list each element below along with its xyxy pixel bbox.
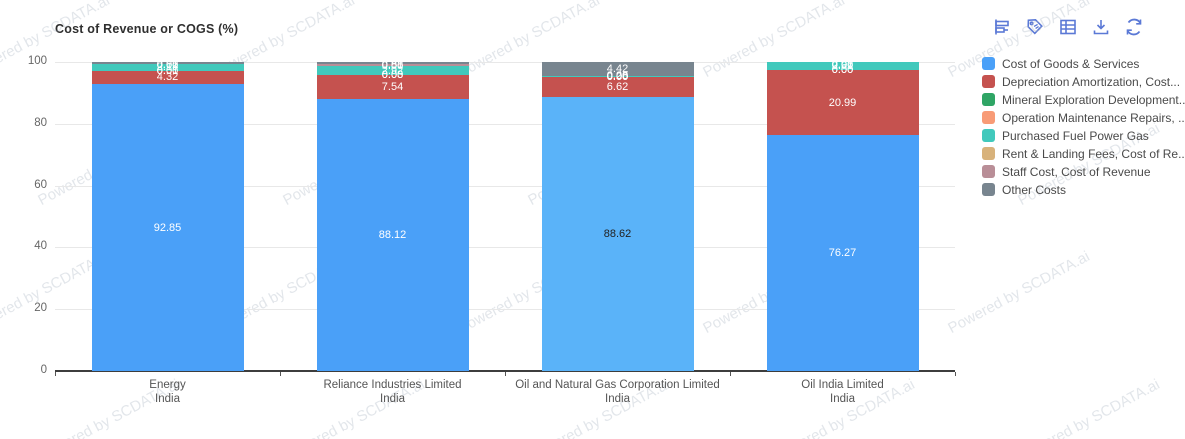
download-icon[interactable] bbox=[1090, 16, 1112, 38]
chart-toolbar bbox=[991, 16, 1145, 38]
legend-swatch bbox=[982, 165, 995, 178]
x-axis-tick bbox=[280, 372, 281, 376]
legend-label: Mineral Exploration Development... bbox=[1002, 92, 1185, 107]
gridline bbox=[55, 247, 955, 249]
chart-legend: Cost of Goods & Services Depreciation Amo… bbox=[982, 57, 1185, 201]
x-axis-tick bbox=[955, 372, 956, 376]
legend-swatch bbox=[982, 183, 995, 196]
bar-segment[interactable] bbox=[766, 70, 919, 136]
bar-segment[interactable] bbox=[766, 135, 919, 371]
bar-segment[interactable] bbox=[541, 76, 694, 98]
x-axis-tick bbox=[55, 372, 56, 376]
legend-item[interactable]: Purchased Fuel Power Gas bbox=[982, 128, 1185, 143]
legend-item[interactable]: Staff Cost, Cost of Revenue bbox=[982, 164, 1185, 179]
bar-segment[interactable] bbox=[91, 70, 244, 85]
chart-title: Cost of Revenue or COGS (%) bbox=[55, 22, 239, 36]
legend-item[interactable]: Other Costs bbox=[982, 182, 1185, 197]
refresh-icon[interactable] bbox=[1123, 16, 1145, 38]
x-axis-category-label: Reliance Industries Limited India bbox=[323, 379, 462, 405]
bar-chart-icon[interactable] bbox=[991, 16, 1013, 38]
x-axis-tick bbox=[505, 372, 506, 376]
legend-label: Purchased Fuel Power Gas bbox=[1002, 128, 1149, 143]
legend-label: Other Costs bbox=[1002, 182, 1067, 197]
y-axis-tick-label: 20 bbox=[34, 302, 47, 315]
x-axis-category-label: Oil India Limited India bbox=[801, 379, 884, 405]
bar-segment[interactable] bbox=[541, 97, 694, 371]
legend-label: Cost of Goods & Services bbox=[1002, 56, 1140, 71]
legend-swatch bbox=[982, 57, 995, 70]
bar-segment[interactable] bbox=[316, 75, 469, 99]
bar-segment[interactable] bbox=[316, 98, 469, 371]
y-axis-tick-label: 0 bbox=[40, 364, 47, 376]
legend-label: Staff Cost, Cost of Revenue bbox=[1002, 164, 1151, 179]
bar-segment[interactable] bbox=[316, 66, 469, 76]
legend-swatch bbox=[982, 93, 995, 106]
y-axis-tick-label: 40 bbox=[34, 240, 47, 253]
bar-segment[interactable] bbox=[91, 62, 244, 64]
legend-item[interactable]: Cost of Goods & Services bbox=[982, 56, 1185, 71]
legend-label: Depreciation Amortization, Cost... bbox=[1002, 74, 1181, 89]
bar-segment[interactable] bbox=[766, 62, 919, 71]
gridline bbox=[55, 309, 955, 311]
gridline bbox=[55, 62, 955, 63]
legend-item[interactable]: Mineral Exploration Development... bbox=[982, 92, 1185, 107]
table-icon[interactable] bbox=[1057, 16, 1079, 38]
gridline bbox=[55, 185, 955, 187]
legend-item[interactable]: Depreciation Amortization, Cost... bbox=[982, 74, 1185, 89]
bar-segment[interactable] bbox=[316, 63, 469, 67]
tag-icon[interactable] bbox=[1024, 16, 1046, 38]
legend-label: Operation Maintenance Repairs, ... bbox=[1002, 110, 1185, 125]
bar-segment[interactable] bbox=[541, 75, 694, 77]
gridline bbox=[55, 123, 955, 125]
x-axis-line bbox=[55, 370, 955, 372]
bar-segment[interactable] bbox=[541, 62, 694, 76]
legend-item[interactable]: Rent & Landing Fees, Cost of Re... bbox=[982, 146, 1185, 161]
bar-segment[interactable] bbox=[91, 84, 244, 371]
y-axis-tick-label: 60 bbox=[34, 178, 47, 191]
y-axis-tick-label: 80 bbox=[34, 116, 47, 129]
legend-swatch bbox=[982, 75, 995, 88]
x-axis-category-label: Energy India bbox=[149, 379, 186, 405]
legend-swatch bbox=[982, 129, 995, 142]
y-axis-tick-label: 100 bbox=[27, 55, 47, 67]
legend-label: Rent & Landing Fees, Cost of Re... bbox=[1002, 146, 1185, 161]
legend-item[interactable]: Operation Maintenance Repairs, ... bbox=[982, 110, 1185, 125]
bar-segment[interactable] bbox=[91, 63, 244, 71]
bar-segment[interactable] bbox=[316, 62, 469, 64]
legend-swatch bbox=[982, 111, 995, 124]
x-axis-tick bbox=[730, 372, 731, 376]
legend-swatch bbox=[982, 147, 995, 160]
x-axis-category-label: Oil and Natural Gas Corporation Limited I… bbox=[515, 379, 720, 405]
